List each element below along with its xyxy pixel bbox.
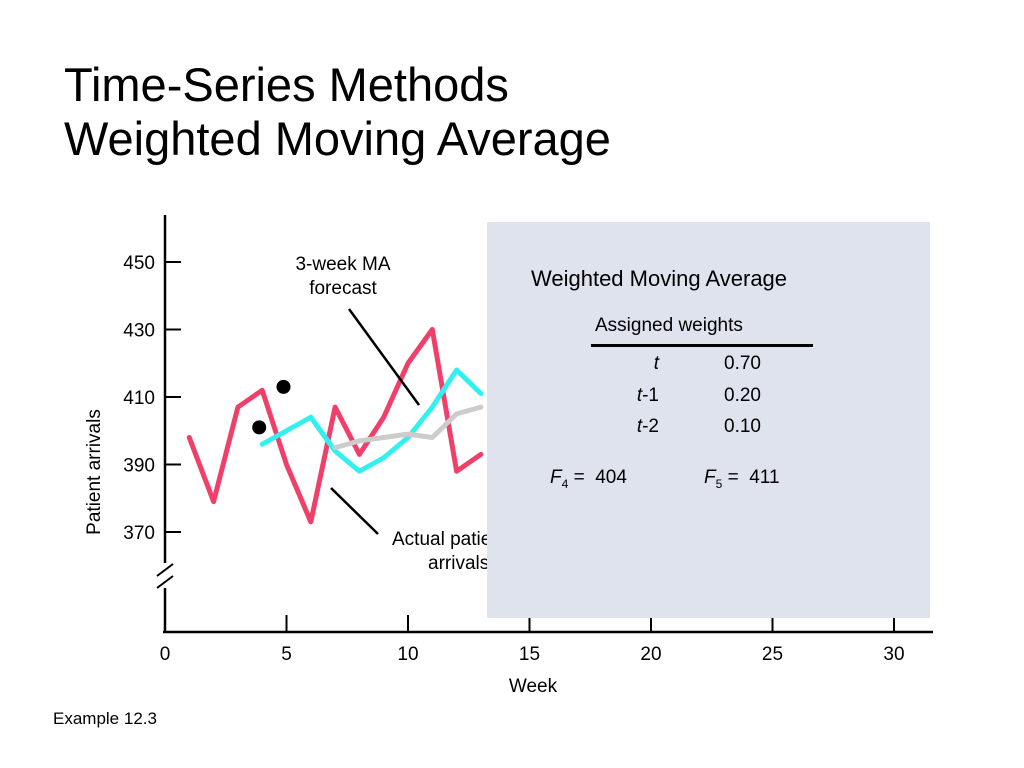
- x-tick-label: 10: [397, 644, 418, 665]
- annotation-pointer: [347, 308, 421, 406]
- example-footnote: Example 12.3: [53, 709, 157, 728]
- annotation-label: forecast: [309, 278, 377, 299]
- y-tick-label: 410: [123, 388, 155, 409]
- y-axis-label: Patient arrivals: [84, 409, 105, 535]
- title-line-2: Weighted Moving Average: [64, 112, 611, 165]
- series-line: [259, 367, 484, 474]
- weight-row-t: t 0.70: [487, 353, 930, 379]
- y-tick-label: 370: [123, 523, 155, 544]
- data-point-marker: [276, 379, 291, 394]
- wma-panel-title: Weighted Moving Average: [531, 266, 788, 291]
- x-tick-label: 15: [519, 644, 540, 665]
- x-tick-label: 20: [640, 644, 661, 665]
- weight-value: 0.70: [724, 353, 761, 374]
- weight-value: 0.20: [724, 385, 761, 406]
- data-point-marker: [252, 420, 267, 435]
- x-tick-label: 0: [160, 644, 171, 665]
- y-axis-break-mark: [156, 575, 174, 589]
- weighted-moving-average-panel: Weighted Moving Average Assigned weights…: [487, 222, 930, 618]
- y-axis-break-mark: [156, 563, 174, 577]
- series-line: [332, 404, 484, 451]
- assigned-weights-header: Assigned weights: [595, 315, 743, 336]
- y-tick-label: 390: [123, 456, 155, 477]
- x-tick-label: 25: [762, 644, 783, 665]
- annotation-label: Actual patient: [392, 529, 508, 550]
- series-line: [186, 327, 484, 525]
- weight-term: t: [653, 353, 659, 374]
- x-tick-label: 5: [281, 644, 292, 665]
- weight-value: 0.10: [724, 416, 761, 437]
- forecast-f4: F4 = 404: [550, 467, 627, 491]
- title-line-1: Time-Series Methods: [64, 58, 509, 111]
- weight-term: t-1: [636, 385, 659, 406]
- annotation-label: arrivals: [428, 553, 489, 574]
- x-axis-label: Week: [509, 676, 558, 697]
- y-tick-label: 430: [123, 321, 155, 342]
- weight-row-t-2: t-2 0.10: [487, 416, 930, 442]
- assigned-weights-underline: [591, 344, 813, 347]
- annotation-pointer: [330, 487, 379, 535]
- x-tick-label: 30: [883, 644, 904, 665]
- weight-row-t-1: t-1 0.20: [487, 385, 930, 411]
- weight-term: t-2: [636, 416, 659, 437]
- forecast-f5: F5 = 411: [704, 467, 780, 491]
- annotation-label: 3-week MA: [295, 254, 390, 275]
- slide-title: Time-Series Methods Weighted Moving Aver…: [64, 58, 611, 166]
- y-tick-label: 450: [123, 253, 155, 274]
